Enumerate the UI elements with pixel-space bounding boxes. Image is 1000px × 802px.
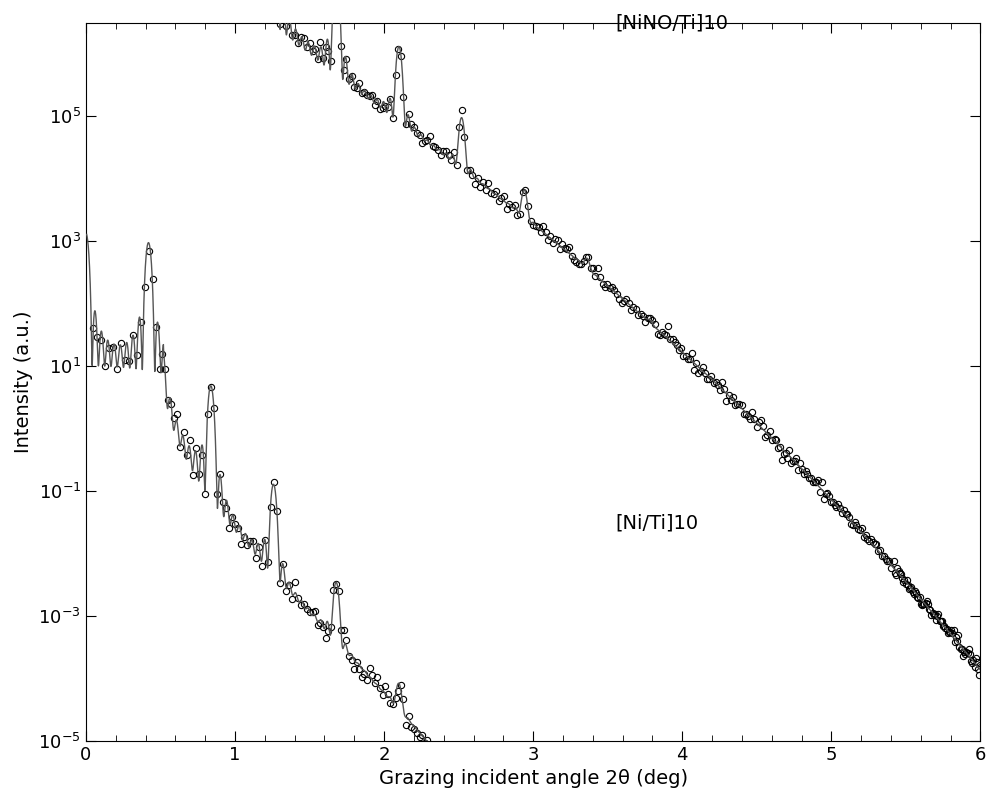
Text: [NiNO/Ti]10: [NiNO/Ti]10 xyxy=(615,14,728,33)
Text: [Ni/Ti]10: [Ni/Ti]10 xyxy=(615,514,698,533)
X-axis label: Grazing incident angle 2θ (deg): Grazing incident angle 2θ (deg) xyxy=(379,769,688,788)
Y-axis label: Intensity (a.u.): Intensity (a.u.) xyxy=(14,311,33,453)
